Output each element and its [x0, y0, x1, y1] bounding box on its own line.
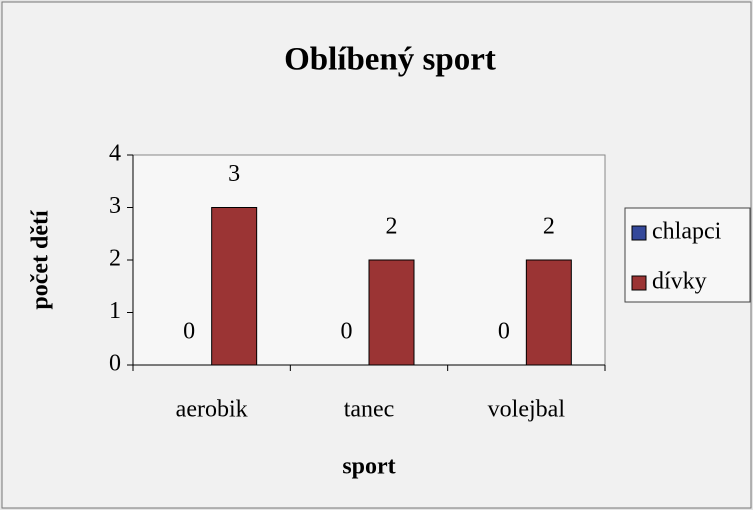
bar [525, 259, 572, 366]
x-tick-label: aerobik [176, 397, 248, 423]
y-tick-label: 4 [109, 141, 121, 167]
x-tick-label: volejbal [488, 397, 566, 423]
legend-label: chlapci [652, 219, 722, 245]
y-tick-label: 3 [109, 193, 121, 219]
data-label: 0 [498, 319, 510, 345]
x-tick-label: tanec [344, 397, 395, 423]
y-tick-label: 0 [109, 351, 121, 377]
y-axis-label: počet dětí [28, 210, 54, 310]
bar [368, 259, 415, 366]
data-label: 2 [386, 214, 398, 240]
legend-swatch [631, 225, 647, 241]
bar [211, 207, 258, 366]
data-label: 3 [228, 161, 240, 187]
chart-title: Oblíbený sport [284, 42, 496, 78]
legend-label: dívky [652, 269, 707, 295]
data-label: 2 [543, 214, 555, 240]
y-tick-label: 2 [109, 246, 121, 272]
data-label: 0 [183, 319, 195, 345]
y-tick-label: 1 [109, 298, 121, 324]
data-label: 0 [341, 319, 353, 345]
legend-swatch [631, 275, 647, 291]
x-axis-label: sport [342, 454, 395, 480]
